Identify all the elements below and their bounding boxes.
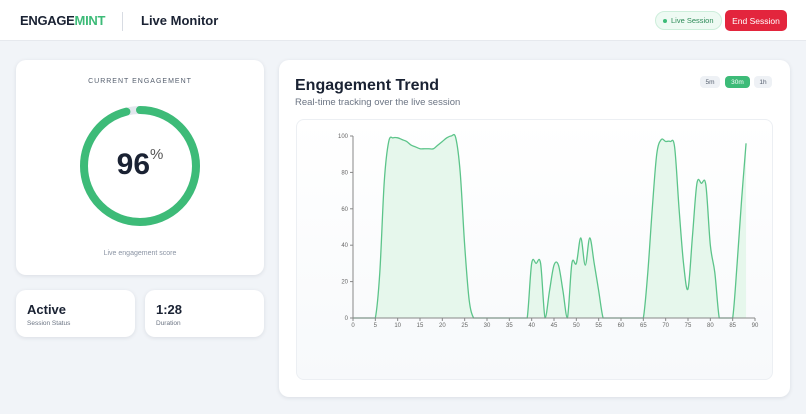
x-tick-label: 30 bbox=[484, 323, 491, 329]
x-tick-label: 90 bbox=[752, 323, 759, 329]
gauge-fill bbox=[80, 106, 200, 226]
x-tick-label: 55 bbox=[595, 323, 602, 329]
app-header: ENGAGEMINT Live Monitor Live Session End… bbox=[0, 0, 806, 41]
page-title: Live Monitor bbox=[141, 13, 219, 28]
engagement-label: CURRENT ENGAGEMENT bbox=[88, 78, 192, 85]
range-5m-button[interactable]: 5m bbox=[700, 76, 720, 88]
x-tick-label: 45 bbox=[551, 323, 558, 329]
y-tick-label: 0 bbox=[345, 316, 349, 322]
logo-accent-text: MINT bbox=[74, 13, 106, 28]
score-unit: % bbox=[150, 146, 164, 163]
x-tick-label: 20 bbox=[439, 323, 446, 329]
range-1h-button[interactable]: 1h bbox=[754, 76, 772, 88]
x-tick-label: 70 bbox=[662, 323, 669, 329]
x-tick-label: 75 bbox=[685, 323, 692, 329]
x-tick-label: 35 bbox=[506, 323, 513, 329]
logo-text: ENGAGE bbox=[20, 13, 75, 28]
trend-title: Engagement Trend bbox=[295, 77, 440, 94]
x-tick-label: 40 bbox=[528, 323, 535, 329]
x-tick-label: 85 bbox=[729, 323, 736, 329]
score-value: 96 bbox=[116, 148, 151, 181]
y-tick-label: 40 bbox=[341, 243, 348, 249]
range-30m-button[interactable]: 30m bbox=[725, 76, 750, 88]
trend-chart: 0 20 40 60 80 100 0 5 10 15 20 25 30 35 40 45 50 55 60 65 70… bbox=[296, 119, 773, 380]
engagement-score: 96% bbox=[16, 146, 264, 182]
session-status-value: Active bbox=[27, 302, 67, 317]
end-session-button[interactable]: End Session bbox=[725, 10, 787, 31]
x-tick-label: 10 bbox=[394, 323, 401, 329]
y-tick-label: 100 bbox=[338, 134, 349, 140]
trend-chart-svg: 0 20 40 60 80 100 0 5 10 15 20 25 30 35 40 45 50 55 60 65 70… bbox=[338, 133, 759, 329]
series-line bbox=[352, 133, 747, 319]
engagement-gauge bbox=[80, 106, 200, 226]
y-tick-label: 60 bbox=[341, 207, 348, 213]
live-session-label: Live Session bbox=[671, 16, 714, 25]
session-status-label: Session Status bbox=[27, 320, 71, 327]
engagement-card: CURRENT ENGAGEMENT 96% Live engagement s… bbox=[16, 60, 264, 275]
header-divider bbox=[122, 12, 123, 31]
engagement-caption: Live engagement score bbox=[103, 250, 177, 257]
x-tick-label: 25 bbox=[461, 323, 468, 329]
area-fill bbox=[353, 134, 747, 318]
live-dot-icon bbox=[663, 18, 667, 23]
x-tick-label: 65 bbox=[640, 323, 647, 329]
x-tick-label: 60 bbox=[618, 323, 625, 329]
live-session-badge: Live Session bbox=[655, 11, 722, 30]
x-tick-label: 80 bbox=[707, 323, 714, 329]
duration-card: 1:28 Duration bbox=[145, 290, 264, 337]
session-status-card: Active Session Status bbox=[16, 290, 135, 337]
trend-subtitle: Real-time tracking over the live session bbox=[295, 97, 461, 108]
y-tick-label: 80 bbox=[341, 170, 348, 176]
x-tick-label: 5 bbox=[374, 323, 378, 329]
x-tick-label: 0 bbox=[351, 323, 355, 329]
y-tick-label: 20 bbox=[341, 280, 348, 286]
duration-label: Duration bbox=[156, 320, 181, 327]
x-tick-label: 50 bbox=[573, 323, 580, 329]
engagement-trend-card: Engagement Trend Real-time tracking over… bbox=[279, 60, 790, 397]
logo[interactable]: ENGAGEMINT bbox=[20, 13, 105, 28]
duration-value: 1:28 bbox=[156, 302, 183, 317]
x-tick-label: 15 bbox=[417, 323, 424, 329]
